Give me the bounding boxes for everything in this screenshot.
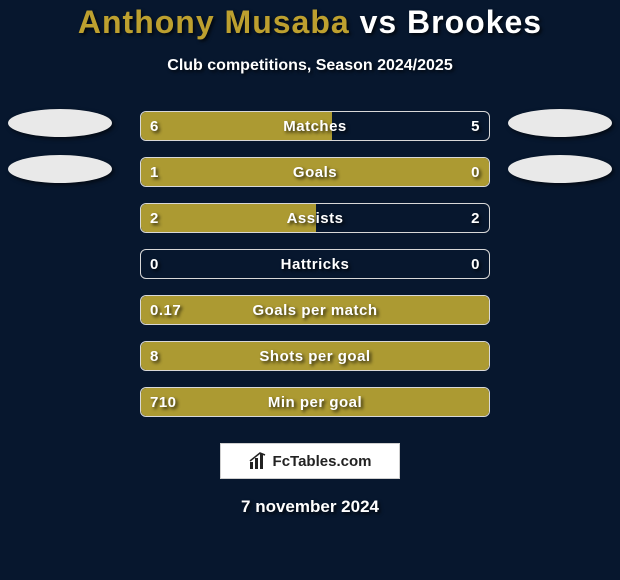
- comparison-card: Anthony Musaba vs Brookes Club competiti…: [0, 0, 620, 580]
- team-badge-placeholder: [508, 155, 612, 183]
- stat-row: 6Matches5: [0, 103, 620, 149]
- stat-row: 0Hattricks0: [0, 241, 620, 287]
- team-badge-placeholder: [8, 155, 112, 183]
- bar-fill: [141, 112, 332, 140]
- page-title: Anthony Musaba vs Brookes: [0, 4, 620, 41]
- bar-track: [140, 249, 490, 279]
- team-badge-placeholder: [8, 109, 112, 137]
- player2-name: Brookes: [407, 4, 542, 40]
- bar-fill: [141, 342, 490, 370]
- bar-fill: [141, 388, 490, 416]
- bar-fill: [141, 204, 316, 232]
- vs-label: vs: [360, 4, 398, 40]
- brand-badge[interactable]: FcTables.com: [220, 443, 400, 479]
- chart-icon: [249, 452, 269, 470]
- subtitle: Club competitions, Season 2024/2025: [0, 57, 620, 75]
- stat-row: 710Min per goal: [0, 379, 620, 425]
- player1-name: Anthony Musaba: [78, 4, 350, 40]
- brand-text: FcTables.com: [273, 453, 372, 470]
- bar-fill: [141, 158, 490, 186]
- stat-row: 0.17Goals per match: [0, 287, 620, 333]
- bar-track: [140, 157, 490, 187]
- stat-row: 8Shots per goal: [0, 333, 620, 379]
- bar-track: [140, 203, 490, 233]
- bar-track: [140, 111, 490, 141]
- bar-track: [140, 341, 490, 371]
- team-badge-placeholder: [508, 109, 612, 137]
- stat-row: 2Assists2: [0, 195, 620, 241]
- date-label: 7 november 2024: [0, 497, 620, 517]
- stats-list: 6Matches51Goals02Assists20Hattricks00.17…: [0, 103, 620, 425]
- stat-row: 1Goals0: [0, 149, 620, 195]
- bar-track: [140, 295, 490, 325]
- bar-fill: [141, 296, 490, 324]
- bar-track: [140, 387, 490, 417]
